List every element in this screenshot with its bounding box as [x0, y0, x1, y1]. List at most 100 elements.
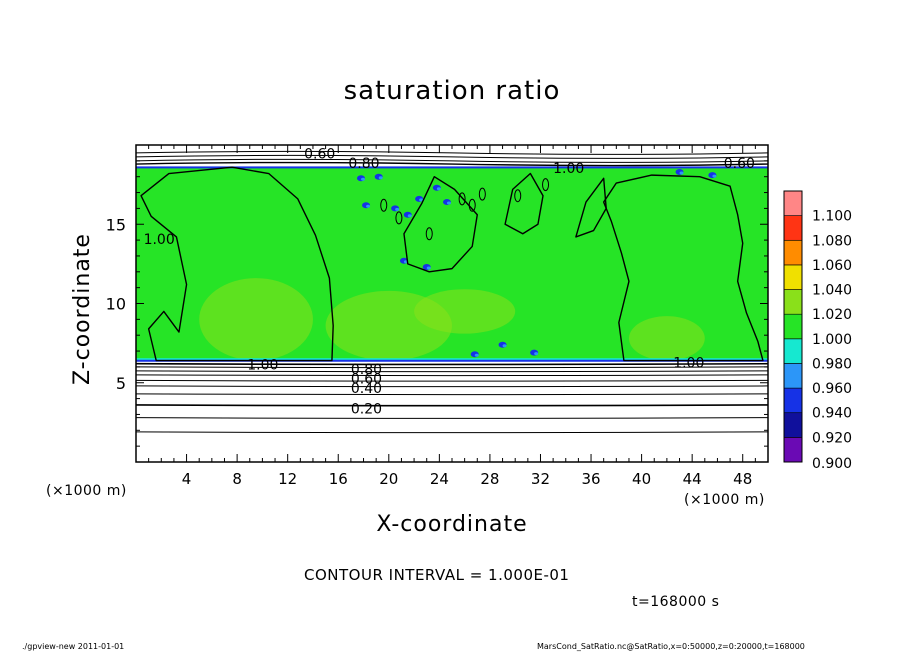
- colorbar-level-label: 1.020: [812, 307, 852, 323]
- contour-line-lower: [135, 393, 769, 396]
- colorbar-swatch: [783, 338, 803, 364]
- contour-lines: [135, 150, 769, 434]
- x-tick-label: 4: [182, 470, 192, 488]
- contour-line-lower: [135, 385, 769, 388]
- subsaturated-speck-core: [534, 352, 539, 356]
- colorbar-frame: [783, 190, 803, 463]
- contour-line-upper: [135, 150, 769, 155]
- colorbar-level-label: 1.080: [812, 233, 852, 249]
- contour-label: 0.60: [724, 156, 755, 172]
- contour-line-upper: [135, 158, 769, 163]
- subsaturated-speck-core: [712, 174, 717, 178]
- x-tick-label: 28: [480, 470, 499, 488]
- x-tick-label: 20: [379, 470, 398, 488]
- subsaturated-speck-core: [419, 198, 424, 202]
- colorbar-level-label: 1.000: [812, 332, 852, 348]
- colorbar-level-label: 0.900: [812, 456, 852, 472]
- contour-line-lower: [135, 366, 769, 369]
- subsaturated-speck-core: [436, 187, 441, 191]
- colorbar-swatch: [783, 264, 803, 290]
- colorbar-swatch: [783, 289, 803, 315]
- time-label: t=168000 s: [632, 594, 720, 610]
- contour-loop-1-00: [575, 177, 607, 238]
- colorbar-level-label: 1.060: [812, 258, 852, 274]
- contour-label: 0.60: [304, 147, 335, 163]
- supersaturated-patch: [199, 278, 313, 361]
- contour-label: 1.00: [673, 356, 704, 372]
- contour-label: 0.40: [351, 381, 382, 397]
- supersaturated-patch: [414, 289, 516, 334]
- contour-label: 1.00: [144, 232, 175, 248]
- contour-line-upper: [135, 161, 769, 167]
- colorbar-level-label: 0.920: [812, 430, 852, 446]
- x-tick-label: 36: [581, 470, 600, 488]
- lower-edge-blue: [136, 359, 768, 362]
- contour-small-loop: [542, 178, 550, 192]
- colorbar-swatch: [783, 363, 803, 389]
- x-tick-label: 16: [329, 470, 348, 488]
- contour-line-upper: [135, 154, 769, 159]
- contour-line-lower: [135, 370, 769, 373]
- contour-label: 0.20: [351, 402, 382, 418]
- contour-line-lower: [135, 374, 769, 377]
- colorbar-swatch: [783, 215, 803, 241]
- contour-small-loop: [478, 187, 486, 201]
- x-axis-label: X-coordinate: [376, 512, 528, 537]
- contour-line-lower: [135, 431, 769, 434]
- contour-label: 0.80: [348, 156, 379, 172]
- contour-label: 0.80: [351, 362, 382, 378]
- contour-small-loop: [380, 198, 388, 212]
- y-tick-label: 15: [106, 215, 126, 234]
- subsaturated-speck-core: [426, 266, 431, 270]
- x-tick-label: 32: [531, 470, 550, 488]
- colorbar-swatch: [783, 239, 803, 266]
- subsaturated-speck-core: [366, 204, 371, 208]
- colorbar: 0.900 0.920 0.940 0.960 0.980 1.000 1.020 1.040…: [783, 190, 852, 472]
- colorbar-level-label: 0.940: [812, 406, 852, 422]
- contour-interval-label: CONTOUR INTERVAL = 1.000E-01: [304, 566, 570, 584]
- colorbar-swatch: [783, 313, 803, 340]
- x-tick-label: 12: [278, 470, 297, 488]
- contour-small-loop: [468, 198, 476, 212]
- subsaturated-speck-core: [407, 214, 412, 218]
- subsaturated-speck-core: [474, 353, 479, 357]
- subsaturated-speck-core: [395, 207, 400, 211]
- subsaturated-speck-core: [378, 176, 383, 180]
- contour-label: 1.00: [247, 357, 278, 373]
- contour-line-lower: [135, 362, 769, 366]
- x-axis-ticks: 4 8 12 16 20 24 28 32 36 40 44 48: [135, 145, 769, 488]
- colorbar-swatch: [783, 190, 803, 216]
- contour-line-lower: [135, 379, 769, 382]
- x-tick-label: 8: [232, 470, 242, 488]
- colorbar-level-label: 0.960: [812, 381, 852, 397]
- x-axis-unit-label: (×1000 m): [684, 492, 765, 508]
- contour-small-loop: [458, 192, 466, 206]
- colorbar-swatch: [783, 412, 803, 438]
- colorbar-swatch: [783, 437, 803, 463]
- contour-loop-1-00: [602, 174, 764, 362]
- saturation-field: [136, 166, 768, 362]
- contour-small-loop: [395, 211, 403, 225]
- subsaturated-speck-core: [502, 344, 507, 348]
- x-tick-label: 44: [683, 470, 702, 488]
- y-axis-label: Z-coordinate: [70, 233, 95, 385]
- colorbar-level-label: 1.100: [812, 209, 852, 225]
- colorbar-level-label: 0.980: [812, 356, 852, 372]
- contour-loop-1-00: [504, 172, 544, 235]
- subsaturated-speck-core: [679, 171, 684, 175]
- colorbar-level-label: 1.040: [812, 283, 852, 299]
- y-axis-ticks: 5 10 15: [106, 144, 768, 463]
- supersaturated-patch: [628, 316, 705, 361]
- z-axis-unit-label: (×1000 m): [46, 483, 127, 499]
- contour-loop-1-00: [140, 166, 334, 362]
- x-tick-label: 40: [632, 470, 651, 488]
- footer-source-file: MarsCond_SatRatio.nc@SatRatio,x=0:50000,…: [537, 642, 805, 651]
- footer-program-date: ./gpview-new 2011-01-01: [22, 642, 125, 651]
- contour-loop-1-00: [403, 176, 478, 273]
- x-tick-label: 24: [430, 470, 449, 488]
- x-tick-label: 48: [733, 470, 752, 488]
- contour-small-loop: [514, 189, 522, 203]
- contour-line-lower: [135, 404, 769, 407]
- subsaturated-speck-core: [360, 177, 365, 181]
